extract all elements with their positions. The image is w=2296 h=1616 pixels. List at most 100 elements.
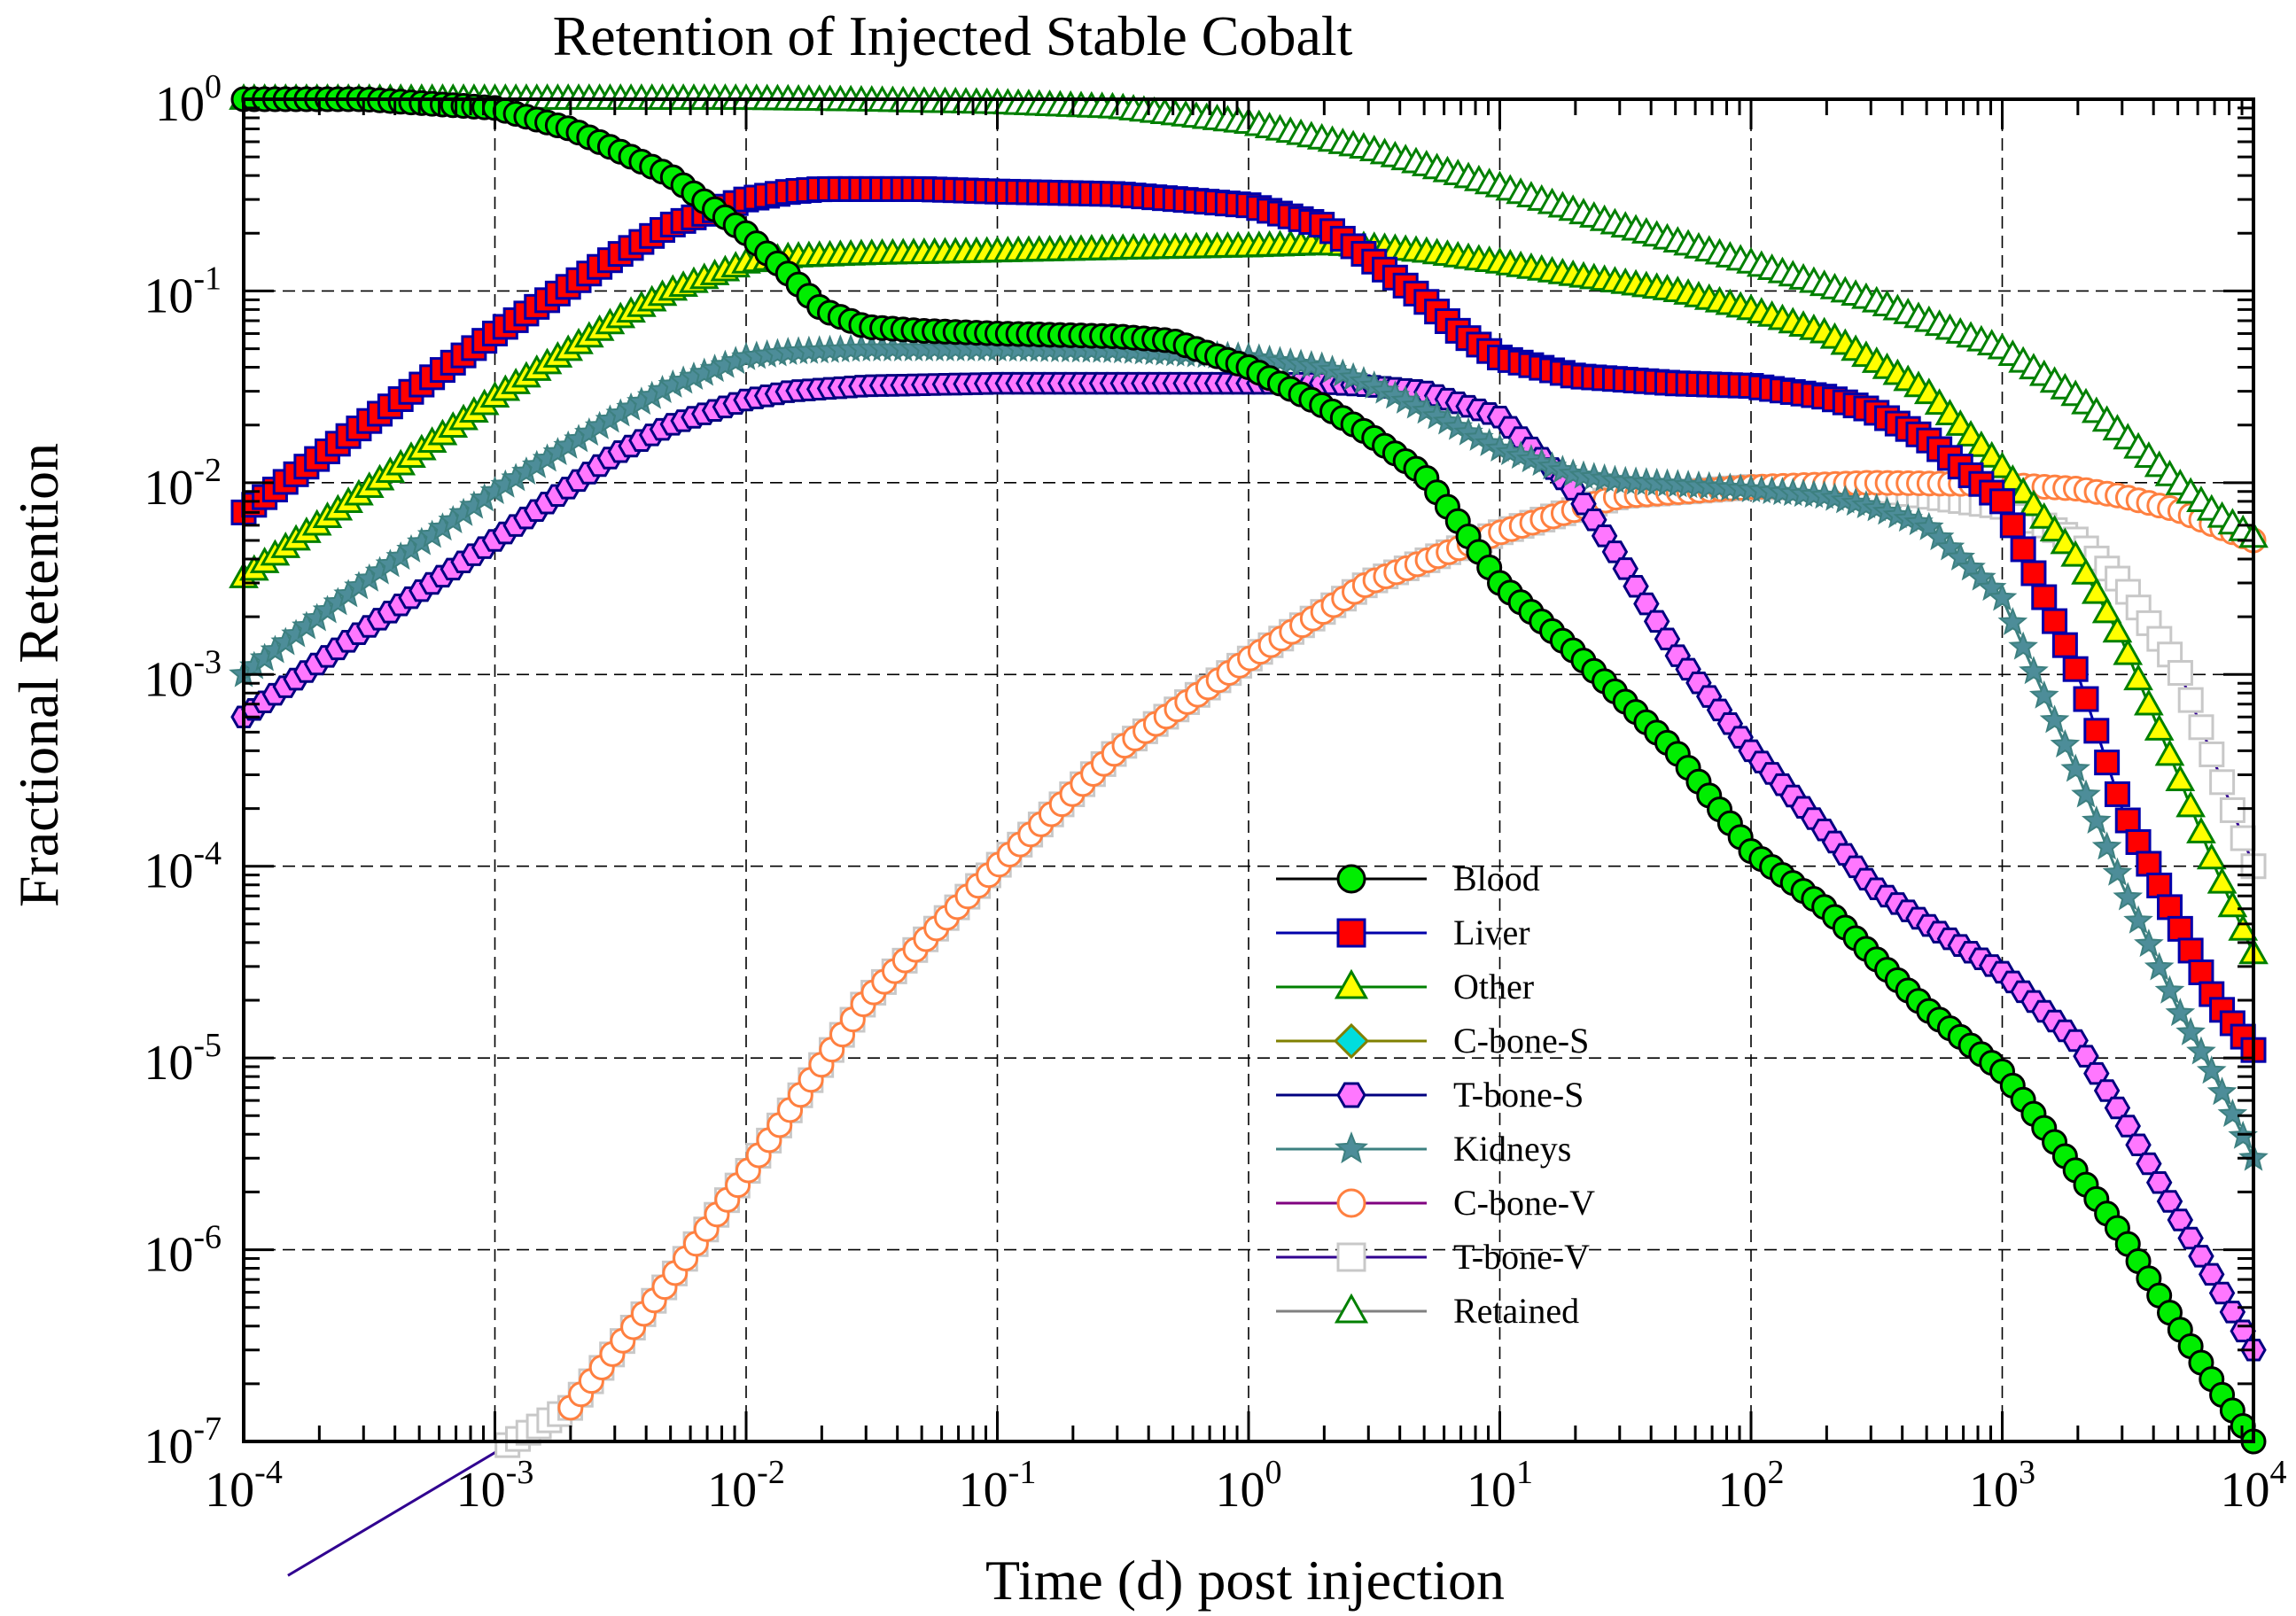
x-tick-label-base: 10 bbox=[1969, 1463, 2019, 1518]
legend-entry: Liver bbox=[1276, 913, 1530, 952]
data-point bbox=[2144, 952, 2175, 981]
data-point bbox=[1997, 607, 2028, 636]
legend-entry: T-bone-V bbox=[1276, 1237, 1590, 1277]
data-point bbox=[2091, 596, 2122, 624]
data-point bbox=[2230, 1319, 2256, 1343]
data-point bbox=[2208, 1281, 2236, 1305]
x-tick-label-exp: -2 bbox=[757, 1454, 785, 1491]
x-tick-label: 101 bbox=[1467, 1454, 1533, 1518]
x-tick-label: 10-1 bbox=[959, 1454, 1037, 1518]
axes-layer: 10-4 10-3 10-2 10-1 100 101 102 103 10410010-110… bbox=[144, 68, 2286, 1518]
y-tick-label-base: 10 bbox=[144, 1228, 193, 1283]
data-point bbox=[2206, 1076, 2238, 1106]
data-point bbox=[2051, 632, 2078, 658]
x-tick-label: 102 bbox=[1718, 1454, 1785, 1518]
data-point bbox=[2154, 975, 2185, 1004]
data-point bbox=[2196, 843, 2227, 870]
legend-marker bbox=[1336, 918, 1366, 948]
data-point bbox=[2104, 781, 2130, 807]
legend-marker bbox=[1334, 968, 1369, 999]
data-point bbox=[2217, 890, 2248, 918]
data-point bbox=[2196, 1055, 2227, 1084]
data-point bbox=[2175, 1016, 2206, 1045]
data-point bbox=[2156, 1190, 2183, 1213]
data-point bbox=[2219, 1301, 2246, 1324]
data-point bbox=[2125, 1133, 2152, 1156]
x-tick-label: 103 bbox=[1969, 1454, 2035, 1518]
legend-entry: Other bbox=[1276, 967, 1534, 1006]
data-point bbox=[2114, 807, 2141, 834]
y-tick-label-exp: -6 bbox=[193, 1219, 222, 1256]
data-point bbox=[2071, 779, 2101, 808]
x-tick-label-base: 10 bbox=[707, 1463, 757, 1518]
data-point bbox=[2062, 656, 2089, 682]
x-tick-label: 10-4 bbox=[205, 1454, 283, 1518]
y-tick-label-exp: -3 bbox=[193, 643, 222, 680]
x-tick-label-exp: 3 bbox=[2019, 1454, 2035, 1491]
x-tick-label-exp: 0 bbox=[1265, 1454, 1282, 1491]
data-point bbox=[2008, 631, 2038, 660]
x-tick-label-base: 10 bbox=[959, 1463, 1008, 1518]
y-tick-label-exp: 0 bbox=[205, 68, 222, 105]
data-point bbox=[2071, 557, 2101, 585]
legend-label: Other bbox=[1453, 967, 1534, 1006]
x-tick-label-base: 10 bbox=[1216, 1463, 1265, 1518]
data-point bbox=[2209, 769, 2236, 796]
data-point bbox=[2146, 872, 2173, 898]
x-tick-label-exp: -4 bbox=[254, 1454, 283, 1491]
data-point bbox=[2123, 664, 2153, 691]
legend-marker bbox=[1334, 1293, 1369, 1324]
chart-title: Retention of Injected Stable Cobalt bbox=[553, 4, 1353, 67]
y-tick-label-exp: -4 bbox=[193, 835, 222, 873]
data-point bbox=[2091, 831, 2122, 860]
data-point bbox=[2228, 913, 2259, 941]
x-tick-label-exp: 4 bbox=[2270, 1454, 2287, 1491]
data-point bbox=[2113, 638, 2144, 665]
legend-marker bbox=[1336, 1188, 1366, 1218]
y-tick-label: 10-5 bbox=[144, 1027, 222, 1091]
data-point bbox=[2123, 905, 2153, 934]
data-point bbox=[2010, 536, 2036, 563]
data-point bbox=[2081, 577, 2112, 604]
x-tick-label-base: 10 bbox=[205, 1463, 254, 1518]
y-tick-label: 10-6 bbox=[144, 1219, 222, 1283]
data-point bbox=[2157, 894, 2183, 921]
legend-marker bbox=[1336, 864, 1366, 894]
data-point bbox=[2167, 915, 2193, 942]
data-point bbox=[2199, 1262, 2225, 1286]
x-tick-label-exp: -3 bbox=[506, 1454, 534, 1491]
data-point bbox=[2028, 680, 2059, 709]
y-tick-label-base: 10 bbox=[144, 1036, 193, 1091]
data-point bbox=[2083, 718, 2110, 744]
y-tick-label: 10-4 bbox=[144, 835, 222, 899]
data-point bbox=[2114, 1115, 2141, 1138]
data-point bbox=[2020, 560, 2047, 587]
data-point bbox=[2136, 851, 2162, 877]
series-blood bbox=[230, 86, 2267, 1455]
x-tick-label-base: 10 bbox=[2221, 1463, 2270, 1518]
data-point bbox=[2219, 796, 2245, 823]
data-point bbox=[2177, 937, 2204, 964]
legend-label: Blood bbox=[1453, 858, 1540, 898]
data-point bbox=[2188, 714, 2214, 741]
legend-label: C-bone-S bbox=[1453, 1021, 1589, 1060]
y-tick-label: 100 bbox=[155, 68, 222, 132]
data-point bbox=[2175, 790, 2206, 818]
legend-label: T-bone-S bbox=[1453, 1075, 1584, 1115]
x-tick-label: 104 bbox=[2221, 1454, 2287, 1518]
data-point bbox=[2031, 584, 2058, 610]
y-tick-label-base: 10 bbox=[144, 268, 193, 323]
series-t-bone-s bbox=[230, 371, 2267, 1362]
legend-marker bbox=[1333, 1022, 1370, 1060]
data-point bbox=[2050, 728, 2081, 758]
data-point bbox=[2145, 1170, 2173, 1194]
x-tick-label-exp: -1 bbox=[1008, 1454, 1037, 1491]
data-point bbox=[2019, 489, 2049, 517]
data-point bbox=[2154, 739, 2185, 766]
y-tick-label-exp: -7 bbox=[193, 1410, 222, 1448]
series-liver bbox=[230, 175, 2267, 1063]
legend-marker bbox=[1336, 1242, 1366, 1272]
legend-entry: C-bone-S bbox=[1276, 1021, 1589, 1060]
